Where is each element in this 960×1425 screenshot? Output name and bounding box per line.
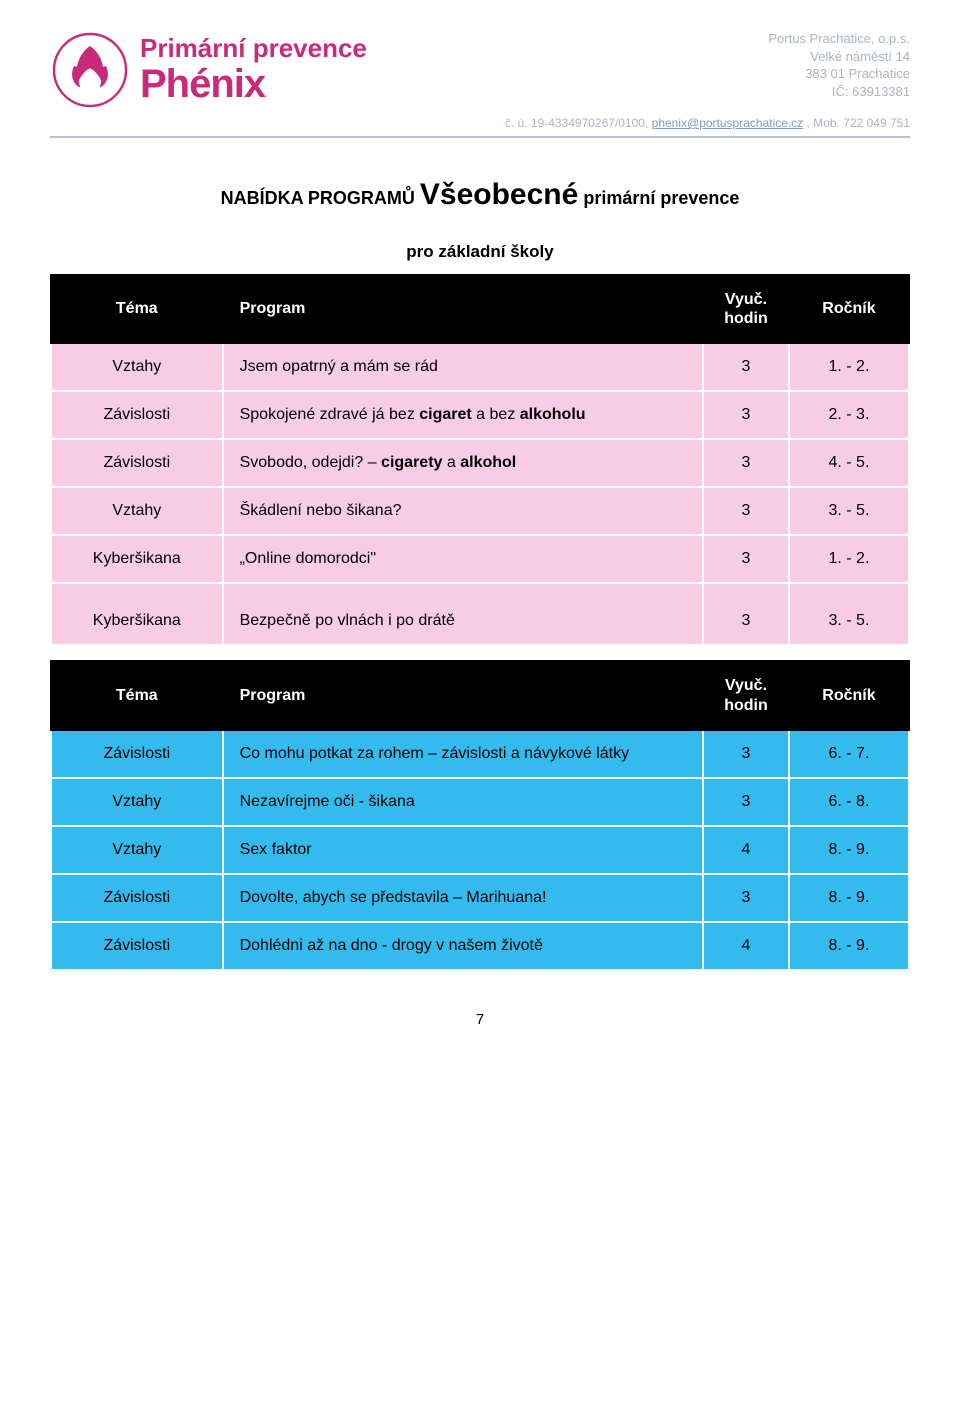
table-row: VztahyJsem opatrný a mám se rád31. - 2. <box>51 343 909 391</box>
cell-hodin: 4 <box>703 826 789 874</box>
cell-rocnik: 3. - 5. <box>789 487 909 535</box>
th-hodin: Vyuč. hodin <box>703 661 789 729</box>
org-addr2: 383 01 Prachatice <box>768 65 910 83</box>
th-rocnik: Ročník <box>789 661 909 729</box>
programs-table-2: Téma Program Vyuč. hodin Ročník Závislos… <box>50 660 910 970</box>
table-row: ZávislostiDohlédni až na dno - drogy v n… <box>51 922 909 970</box>
subtitle: pro základní školy <box>50 242 910 262</box>
cell-tema: Vztahy <box>51 826 223 874</box>
th-program: Program <box>223 275 703 343</box>
th-hodin-1: Vyuč. <box>720 676 772 695</box>
cell-tema: Kyberšikana <box>51 583 223 645</box>
cell-tema: Závislosti <box>51 874 223 922</box>
cell-rocnik: 6. - 8. <box>789 778 909 826</box>
page-number: 7 <box>50 1011 910 1028</box>
table-row: KyberšikanaBezpečně po vlnách i po drátě… <box>51 583 909 645</box>
table-row: ZávislostiCo mohu potkat za rohem – závi… <box>51 730 909 778</box>
contact-line: č. ú. 19-4334970267/0100, phenix@portusp… <box>50 116 910 130</box>
th-hodin-2: hodin <box>720 696 772 715</box>
cell-program: Dohlédni až na dno - drogy v našem život… <box>223 922 703 970</box>
title-caps: NABÍDKA PROGRAMŮ <box>221 188 420 208</box>
programs-table-1: Téma Program Vyuč. hodin Ročník VztahyJs… <box>50 274 910 646</box>
th-rocnik: Ročník <box>789 275 909 343</box>
th-tema: Téma <box>51 661 223 729</box>
logo-text: Primární prevence Phénix <box>140 35 367 104</box>
cell-program: Spokojené zdravé já bez cigaret a bez al… <box>223 391 703 439</box>
logo-block: Primární prevence Phénix <box>50 30 367 110</box>
cell-program: Nezavírejme oči - šikana <box>223 778 703 826</box>
org-ic: IČ: 63913381 <box>768 83 910 101</box>
table-1-body: VztahyJsem opatrný a mám se rád31. - 2.Z… <box>51 343 909 645</box>
contact-email[interactable]: phenix@portusprachatice.cz <box>652 116 804 130</box>
cell-program: Bezpečně po vlnách i po drátě <box>223 583 703 645</box>
cell-hodin: 3 <box>703 778 789 826</box>
cell-rocnik: 8. - 9. <box>789 874 909 922</box>
cell-hodin: 3 <box>703 439 789 487</box>
table-row: VztahySex faktor48. - 9. <box>51 826 909 874</box>
cell-hodin: 4 <box>703 922 789 970</box>
table-row: Kyberšikana„Online domorodci"31. - 2. <box>51 535 909 583</box>
cell-rocnik: 8. - 9. <box>789 826 909 874</box>
cell-rocnik: 4. - 5. <box>789 439 909 487</box>
cell-hodin: 3 <box>703 343 789 391</box>
table-row: ZávislostiSvobodo, odejdi? – cigarety a … <box>51 439 909 487</box>
th-program: Program <box>223 661 703 729</box>
cell-rocnik: 2. - 3. <box>789 391 909 439</box>
th-hodin-1: Vyuč. <box>720 290 772 309</box>
cell-tema: Závislosti <box>51 391 223 439</box>
cell-hodin: 3 <box>703 487 789 535</box>
table-row: VztahyNezavírejme oči - šikana36. - 8. <box>51 778 909 826</box>
cell-program: „Online domorodci" <box>223 535 703 583</box>
cell-program: Dovolte, abych se představila – Marihuan… <box>223 874 703 922</box>
cell-tema: Vztahy <box>51 343 223 391</box>
th-hodin: Vyuč. hodin <box>703 275 789 343</box>
cell-rocnik: 8. - 9. <box>789 922 909 970</box>
contact-prefix: č. ú. 19-4334970267/0100, <box>505 116 652 130</box>
page-title: NABÍDKA PROGRAMŮ Všeobecné primární prev… <box>50 178 910 212</box>
phoenix-icon <box>50 30 130 110</box>
cell-tema: Kyberšikana <box>51 535 223 583</box>
cell-rocnik: 6. - 7. <box>789 730 909 778</box>
cell-program: Sex faktor <box>223 826 703 874</box>
table-row: VztahyŠkádlení nebo šikana?33. - 5. <box>51 487 909 535</box>
cell-program: Co mohu potkat za rohem – závislosti a n… <box>223 730 703 778</box>
page-header: Primární prevence Phénix Portus Prachati… <box>50 30 910 110</box>
header-divider <box>50 136 910 138</box>
cell-rocnik: 1. - 2. <box>789 343 909 391</box>
table-row: ZávislostiSpokojené zdravé já bez cigare… <box>51 391 909 439</box>
org-name: Portus Prachatice, o.p.s. <box>768 30 910 48</box>
cell-hodin: 3 <box>703 874 789 922</box>
table-2-head: Téma Program Vyuč. hodin Ročník <box>51 661 909 729</box>
cell-program: Jsem opatrný a mám se rád <box>223 343 703 391</box>
cell-program: Svobodo, odejdi? – cigarety a alkohol <box>223 439 703 487</box>
logo-title-2: Phénix <box>140 63 367 105</box>
cell-tema: Vztahy <box>51 778 223 826</box>
org-info: Portus Prachatice, o.p.s. Velké náměstí … <box>768 30 910 100</box>
logo-title-1: Primární prevence <box>140 35 367 62</box>
cell-program: Škádlení nebo šikana? <box>223 487 703 535</box>
table-2-body: ZávislostiCo mohu potkat za rohem – závi… <box>51 730 909 970</box>
cell-rocnik: 1. - 2. <box>789 535 909 583</box>
title-big: Všeobecné <box>420 178 578 211</box>
table-1-head: Téma Program Vyuč. hodin Ročník <box>51 275 909 343</box>
cell-hodin: 3 <box>703 583 789 645</box>
cell-tema: Závislosti <box>51 730 223 778</box>
org-addr1: Velké náměstí 14 <box>768 48 910 66</box>
table-row: ZávislostiDovolte, abych se představila … <box>51 874 909 922</box>
cell-tema: Závislosti <box>51 439 223 487</box>
th-hodin-2: hodin <box>720 309 772 328</box>
cell-hodin: 3 <box>703 391 789 439</box>
cell-hodin: 3 <box>703 730 789 778</box>
th-tema: Téma <box>51 275 223 343</box>
cell-rocnik: 3. - 5. <box>789 583 909 645</box>
cell-hodin: 3 <box>703 535 789 583</box>
title-rest: primární prevence <box>578 188 739 208</box>
cell-tema: Závislosti <box>51 922 223 970</box>
contact-suffix: , Mob. 722 049 751 <box>803 116 910 130</box>
cell-tema: Vztahy <box>51 487 223 535</box>
